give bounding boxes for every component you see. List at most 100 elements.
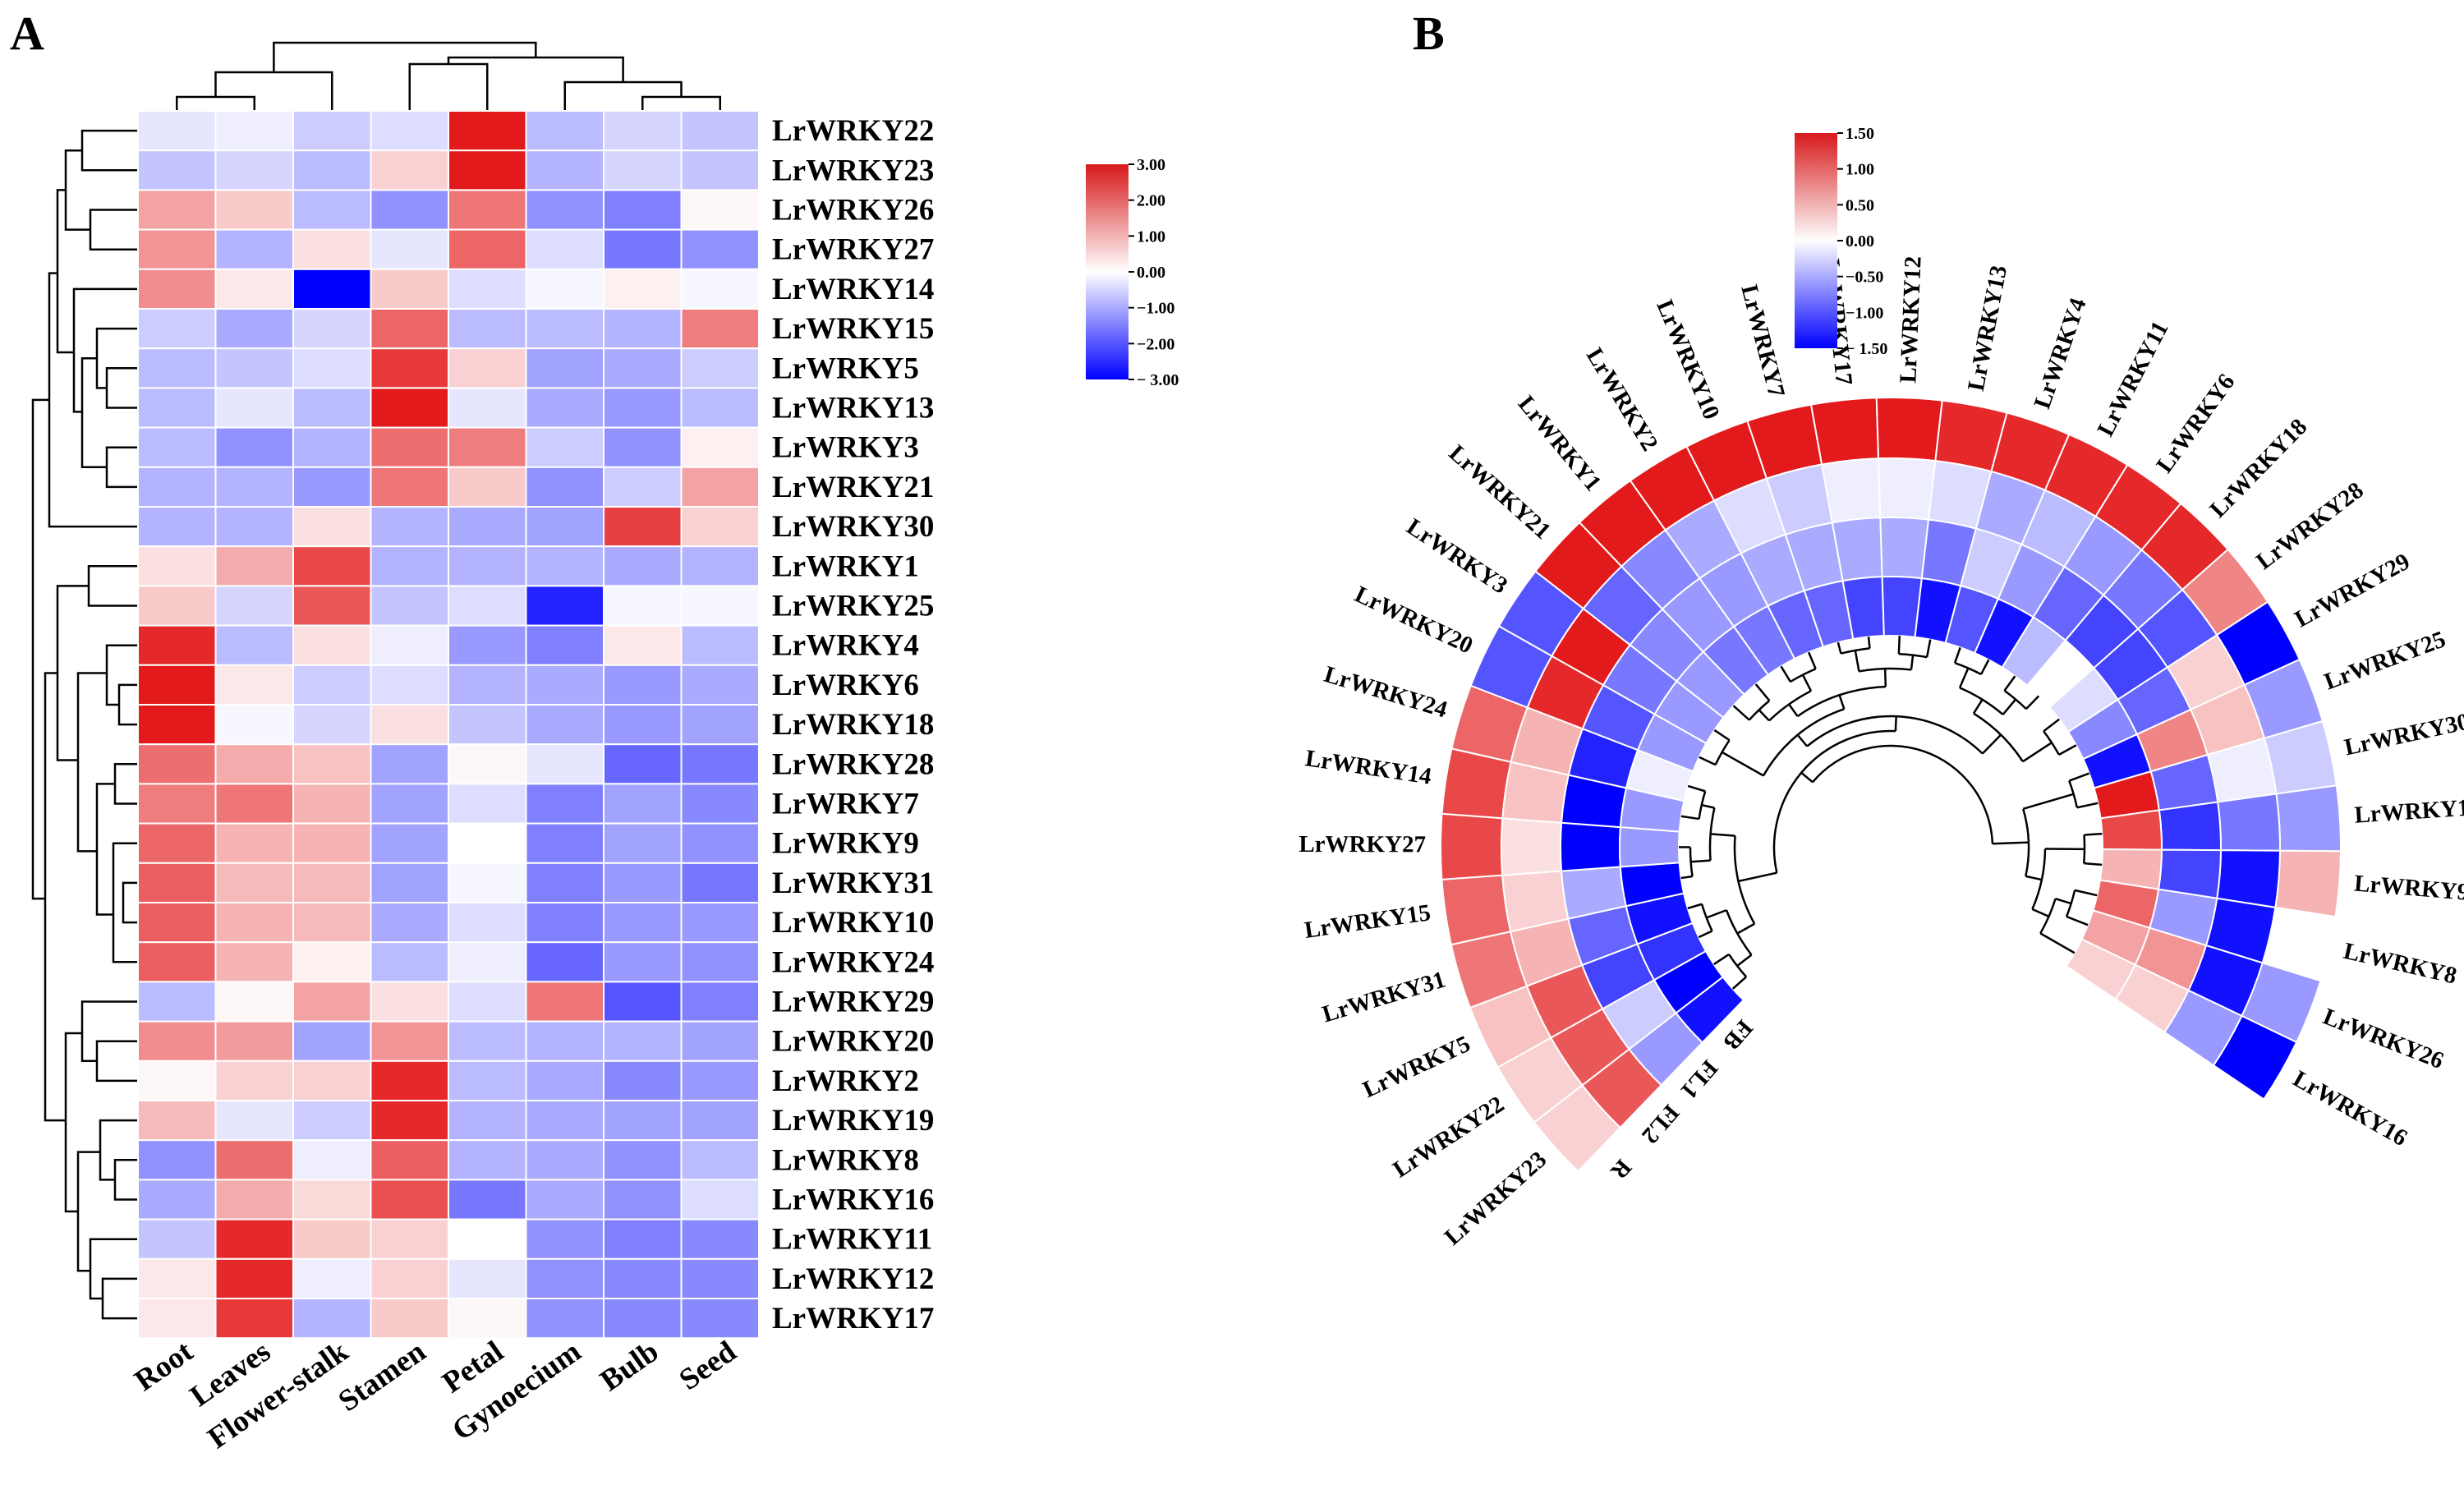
gene-label: LrWRKY9 [2353, 871, 2464, 906]
heatmap-cell [680, 1179, 760, 1220]
heatmap-cell [680, 228, 760, 270]
heatmap-cell [292, 189, 372, 231]
heatmap-cell [525, 1060, 605, 1102]
heatmap-cell [214, 189, 294, 231]
dendrogram-branch [122, 881, 138, 924]
heatmap-cell [370, 624, 449, 666]
heatmap-cell [680, 347, 760, 389]
heatmap-cell [370, 110, 449, 152]
heatmap-cell [680, 862, 760, 904]
dendrogram-branch [176, 95, 255, 111]
circular-heatmap-cell [2065, 938, 2136, 1000]
heatmap-cell [137, 308, 217, 350]
heatmap-cell [137, 822, 217, 864]
heatmap-cell [448, 1218, 527, 1260]
heatmap-cell [525, 545, 605, 587]
heatmap-cell [603, 585, 683, 627]
heatmap-cell [680, 545, 760, 587]
dendrogram-branch [1790, 668, 1817, 683]
circular-heatmap-cell [1879, 517, 1930, 580]
heatmap-cell [214, 822, 294, 864]
dendrogram-branch [2068, 772, 2090, 782]
ring-label: R [1605, 1154, 1637, 1185]
dendrogram-branch [273, 41, 537, 72]
heatmap-cell [603, 466, 683, 508]
dendrogram-branch [2043, 718, 2061, 733]
colorbar-tick-label: 0.50 [1846, 196, 1874, 214]
row-label: LrWRKY6 [772, 669, 919, 702]
heatmap-cell [214, 1218, 294, 1260]
dendrogram-branch [1972, 699, 1984, 715]
heatmap-cell [292, 1257, 372, 1300]
heatmap-cell [448, 189, 527, 231]
heatmap-cell [370, 1139, 449, 1181]
colorbar-tick-label: − 1.50 [1846, 340, 1887, 358]
gene-label: LrWRKY18 [2204, 414, 2312, 523]
dendrogram-branch [1736, 922, 1755, 935]
heatmap-cell [292, 585, 372, 627]
heatmap-cell [680, 1298, 760, 1340]
heatmap-cell [214, 387, 294, 429]
dendrogram-branch [113, 763, 138, 805]
dendrogram-branch [72, 287, 138, 413]
panel-a-heatmap: LrWRKY22 LrWRKY23 LrWRKY26 LrWRKY27 LrWRKY14… [31, 41, 934, 1455]
heatmap-cell [370, 783, 449, 825]
dendrogram-branch [1680, 875, 1693, 880]
heatmap-cell [137, 704, 217, 746]
heatmap-cell [370, 664, 449, 706]
heatmap-cell [603, 743, 683, 785]
heatmap-cell [448, 822, 527, 864]
heatmap-cell [603, 1139, 683, 1181]
circular-heatmap-cell [2274, 849, 2342, 918]
heatmap-cell [214, 545, 294, 587]
heatmap-cell [525, 981, 605, 1023]
heatmap-cell [214, 426, 294, 468]
dendrogram-branch [1713, 729, 1731, 742]
heatmap-cell [370, 149, 449, 191]
heatmap-cell [448, 704, 527, 746]
heatmap-cell [525, 1100, 605, 1142]
dendrogram-branch [1788, 703, 1799, 717]
dendrogram-branch [1762, 708, 1845, 777]
dendrogram-branch [1959, 687, 2004, 715]
heatmap-cell [370, 1218, 449, 1260]
circular-heatmap-cell [1559, 821, 1622, 872]
heatmap-cell [292, 1060, 372, 1102]
heatmap-cell [603, 189, 683, 231]
heatmap-cell [448, 1020, 527, 1062]
heatmap-cell [680, 585, 760, 627]
row-label: LrWRKY8 [772, 1143, 919, 1177]
panel-a-label: A [10, 7, 44, 60]
heatmap-cell [292, 347, 372, 389]
dendrogram-branch [2058, 744, 2077, 756]
heatmap-cell [603, 1179, 683, 1220]
heatmap-cell [680, 1139, 760, 1181]
heatmap-cell [603, 506, 683, 548]
heatmap-cell [137, 110, 217, 152]
dendrogram-branch [1687, 903, 1703, 910]
heatmap-cell [292, 506, 372, 548]
heatmap-cell [448, 1139, 527, 1181]
colorbar-tick-label: 0.00 [1846, 232, 1874, 251]
gene-label: LrWRKY27 [1299, 831, 1426, 857]
dendrogram-branch [1708, 807, 1716, 861]
dendrogram-branch [1958, 668, 1970, 688]
heatmap-cell [137, 941, 217, 983]
gene-label: LrWRKY5 [1358, 1031, 1474, 1103]
heatmap-cell [370, 822, 449, 864]
heatmap-cell [525, 1298, 605, 1340]
dendrogram-branch [1812, 744, 1994, 844]
heatmap-cell [370, 466, 449, 508]
gene-label: LrWRKY25 [2321, 626, 2449, 695]
heatmap-cell [214, 862, 294, 904]
heatmap-cell [448, 862, 527, 904]
gene-label: LrWRKY10 [1651, 296, 1724, 423]
heatmap-cell [525, 347, 605, 389]
dendrogram-branch [1768, 690, 1812, 722]
heatmap-cell [603, 1218, 683, 1260]
heatmap-cell [525, 941, 605, 983]
heatmap-cell [525, 1218, 605, 1260]
heatmap-cell [137, 1060, 217, 1102]
dendrogram-branch [1973, 712, 2024, 762]
